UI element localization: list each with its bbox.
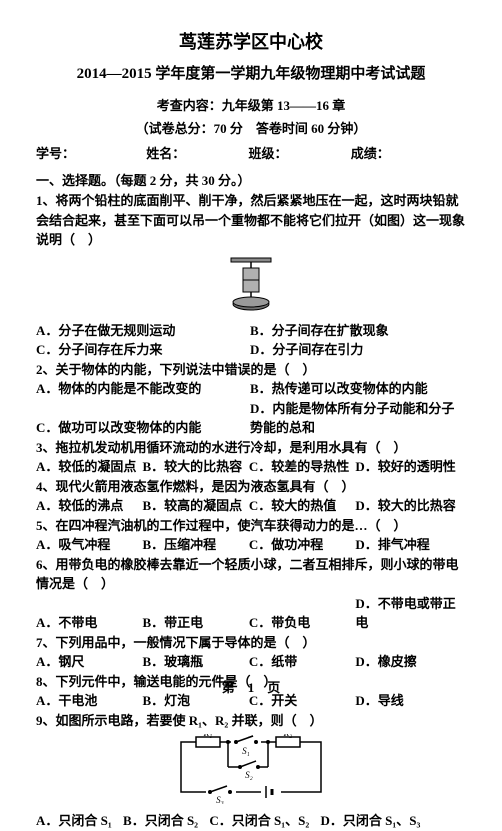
question-9: 9、如图所示电路，若要使 R₁、R₂ 并联，则（ ） bbox=[36, 711, 466, 731]
q3-option-d: D．较好的透明性 bbox=[355, 457, 458, 477]
question-5: 5、在四冲程汽油机的工作过程中，使汽车获得动力的是…（ ） bbox=[36, 516, 466, 536]
svg-text:R₁: R₁ bbox=[203, 734, 213, 738]
school-name: 茑莲苏学区中心校 bbox=[36, 28, 466, 54]
page-footer: 第 1 页 bbox=[0, 677, 502, 696]
q1-option-c: C．分子间存在斥力来 bbox=[36, 340, 247, 360]
question-3: 3、拖拉机发动机用循环流动的水进行冷却，是利用水具有（ ） bbox=[36, 438, 466, 458]
question-6: 6、用带负电的橡胶棒去靠近一个轻质小球，二者互相排斥，则小球的带电情况是（ ） bbox=[36, 555, 466, 594]
q3-option-a: A．较低的凝固点 bbox=[36, 457, 139, 477]
q5-option-d: D．排气冲程 bbox=[355, 535, 458, 555]
question-5-options: A．吸气冲程 B．压缩冲程 C．做功冲程 D．排气冲程 bbox=[36, 535, 466, 555]
exam-title: 2014—2015 学年度第一学期九年级物理期中考试试题 bbox=[36, 62, 466, 83]
svg-text:R₂: R₂ bbox=[283, 734, 293, 738]
q7-option-d: D．橡皮擦 bbox=[355, 652, 458, 672]
svg-text:S₁: S₁ bbox=[242, 746, 250, 756]
q9-option-b: B．只闭合 S₂ bbox=[123, 813, 198, 828]
q2-option-d: D．内能是物体所有分子动能和分子势能的总和 bbox=[250, 399, 461, 438]
question-2: 2、关于物体的内能，下列说法中错误的是（ ） bbox=[36, 360, 466, 380]
question-1-options: A．分子在做无规则运动 B．分子间存在扩散现象 C．分子间存在斥力来 D．分子间… bbox=[36, 321, 466, 360]
exam-meta: （试卷总分：70 分 答卷时间 60 分钟） bbox=[36, 118, 466, 137]
section-1-header: 一、选择题。（每题 2 分，共 30 分。） bbox=[36, 170, 466, 189]
q9-option-d: D．只闭合 S₁、S₃ bbox=[321, 813, 421, 828]
question-4-options: A．较低的沸点 B．较高的凝固点 C．较大的热值 D．较大的比热容 bbox=[36, 496, 466, 516]
question-6-options: A．不带电 B．带正电 C．带负电 D．不带电或带正电 bbox=[36, 594, 466, 633]
q1-option-a: A．分子在做无规则运动 bbox=[36, 321, 247, 341]
question-1: 1、将两个铅柱的底面削平、削干净，然后紧紧地压在一起，这时两块铅就会结合起来，甚… bbox=[36, 191, 466, 250]
q4-option-d: D．较大的比热容 bbox=[355, 496, 458, 516]
question-9-options: A．只闭合 S₁ B．只闭合 S₂ C．只闭合 S₁、S₂ D．只闭合 S₁、S… bbox=[36, 811, 466, 831]
question-7-options: A．钢尺 B．玻璃瓶 C．纸带 D．橡皮擦 bbox=[36, 652, 466, 672]
question-4: 4、现代火箭用液态氢作燃料，是因为液态氢具有（ ） bbox=[36, 477, 466, 497]
q5-option-a: A．吸气冲程 bbox=[36, 535, 139, 555]
q5-option-b: B．压缩冲程 bbox=[142, 535, 245, 555]
svg-text:S₃: S₃ bbox=[216, 795, 224, 804]
exam-scope: 考查内容：九年级第 13——16 章 bbox=[36, 95, 466, 114]
lead-cylinder-figure bbox=[36, 254, 466, 317]
q9-option-a: A．只闭合 S₁ bbox=[36, 813, 112, 828]
q3-option-b: B．较大的比热容 bbox=[142, 457, 245, 477]
q1-option-b: B．分子间存在扩散现象 bbox=[250, 321, 461, 341]
question-3-options: A．较低的凝固点 B．较大的比热容 C．较差的导热性 D．较好的透明性 bbox=[36, 457, 466, 477]
q3-option-c: C．较差的导热性 bbox=[249, 457, 352, 477]
q7-option-c: C．纸带 bbox=[249, 652, 352, 672]
student-id-label: 学号： bbox=[36, 143, 75, 162]
q5-option-c: C．做功冲程 bbox=[249, 535, 352, 555]
q9-option-c: C．只闭合 S₁、S₂ bbox=[209, 813, 309, 828]
circuit-figure: R₁ S₁ R₂ S₂ S₃ bbox=[36, 734, 466, 809]
q2-option-b: B．热传递可以改变物体的内能 bbox=[250, 379, 461, 399]
q6-option-d: D．不带电或带正电 bbox=[355, 594, 458, 633]
q1-option-d: D．分子间存在引力 bbox=[250, 340, 461, 360]
student-class-label: 班级： bbox=[249, 143, 288, 162]
question-7: 7、下列用品中，一般情况下属于导体的是（ ） bbox=[36, 633, 466, 653]
question-2-options: A．物体的内能是不能改变的 B．热传递可以改变物体的内能 C．做功可以改变物体的… bbox=[36, 379, 466, 438]
q4-option-a: A．较低的沸点 bbox=[36, 496, 139, 516]
q6-option-c: C．带负电 bbox=[249, 613, 352, 633]
q4-option-c: C．较大的热值 bbox=[249, 496, 352, 516]
q7-option-a: A．钢尺 bbox=[36, 652, 139, 672]
q7-option-b: B．玻璃瓶 bbox=[142, 652, 245, 672]
student-info-line: 学号： 姓名： 班级： 成绩： bbox=[36, 143, 466, 162]
q4-option-b: B．较高的凝固点 bbox=[142, 496, 245, 516]
q2-option-c: C．做功可以改变物体的内能 bbox=[36, 418, 247, 438]
q2-option-a: A．物体的内能是不能改变的 bbox=[36, 379, 247, 399]
q6-option-a: A．不带电 bbox=[36, 613, 139, 633]
student-name-label: 姓名： bbox=[146, 143, 185, 162]
svg-text:S₂: S₂ bbox=[245, 770, 253, 780]
q6-option-b: B．带正电 bbox=[142, 613, 245, 633]
student-score-label: 成绩： bbox=[351, 143, 390, 162]
